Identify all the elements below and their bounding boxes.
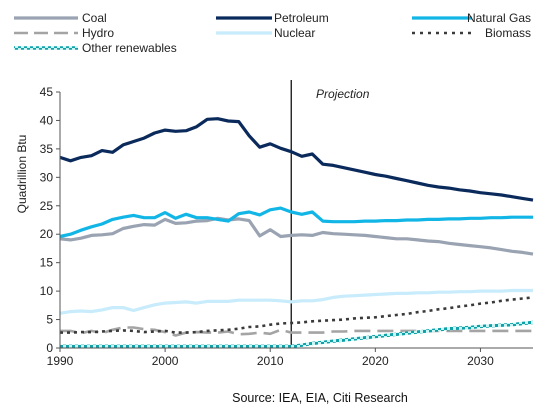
legend-label-coal: Coal <box>82 11 107 25</box>
y-tick-label: 40 <box>40 113 54 127</box>
legend-label-hydro: Hydro <box>82 26 114 40</box>
x-tick-label: 2010 <box>257 354 284 368</box>
series-line-hydro <box>60 326 533 337</box>
y-tick-label: 30 <box>40 170 54 184</box>
y-tick-label: 35 <box>40 142 54 156</box>
legend-label-petroleum: Petroleum <box>274 11 329 25</box>
legend-label-natural-gas: Natural Gas <box>467 11 531 25</box>
y-tick-label: 5 <box>46 313 53 327</box>
x-tick-label: 2030 <box>467 354 494 368</box>
series-line-petroleum <box>59 117 534 202</box>
series-line-biomass <box>60 296 534 334</box>
legend-label-biomass: Biomass <box>485 26 531 40</box>
y-tick-label: 0 <box>46 341 53 355</box>
series-line-other-renewables <box>60 320 534 348</box>
y-tick-label: 15 <box>40 256 54 270</box>
x-tick-label: 2020 <box>362 354 389 368</box>
y-tick-label: 25 <box>40 199 54 213</box>
series-line-natural-gas <box>59 206 533 239</box>
legend-label-other-renewables: Other renewables <box>82 41 177 55</box>
legend: Coal Petroleum Natural Gas Hydro Nuclear Biom… <box>14 11 531 55</box>
x-tick-label: 2000 <box>152 354 179 368</box>
y-axis-label: Quadrillion Btu <box>15 135 29 214</box>
series-line-coal <box>59 216 534 256</box>
axes: 0 5 10 15 20 25 30 35 40 45 1990 2000 2010 2020 2030 <box>40 85 533 368</box>
series-line-nuclear <box>59 288 533 315</box>
y-tick-label: 20 <box>40 227 54 241</box>
y-tick-label: 10 <box>40 284 54 298</box>
source-note: Source: IEA, EIA, Citi Research <box>232 391 408 405</box>
x-tick-label: 1990 <box>47 354 74 368</box>
projection-label: Projection <box>316 87 370 101</box>
legend-label-nuclear: Nuclear <box>274 26 315 40</box>
plot-area <box>59 80 534 348</box>
y-tick-label: 45 <box>40 85 54 99</box>
